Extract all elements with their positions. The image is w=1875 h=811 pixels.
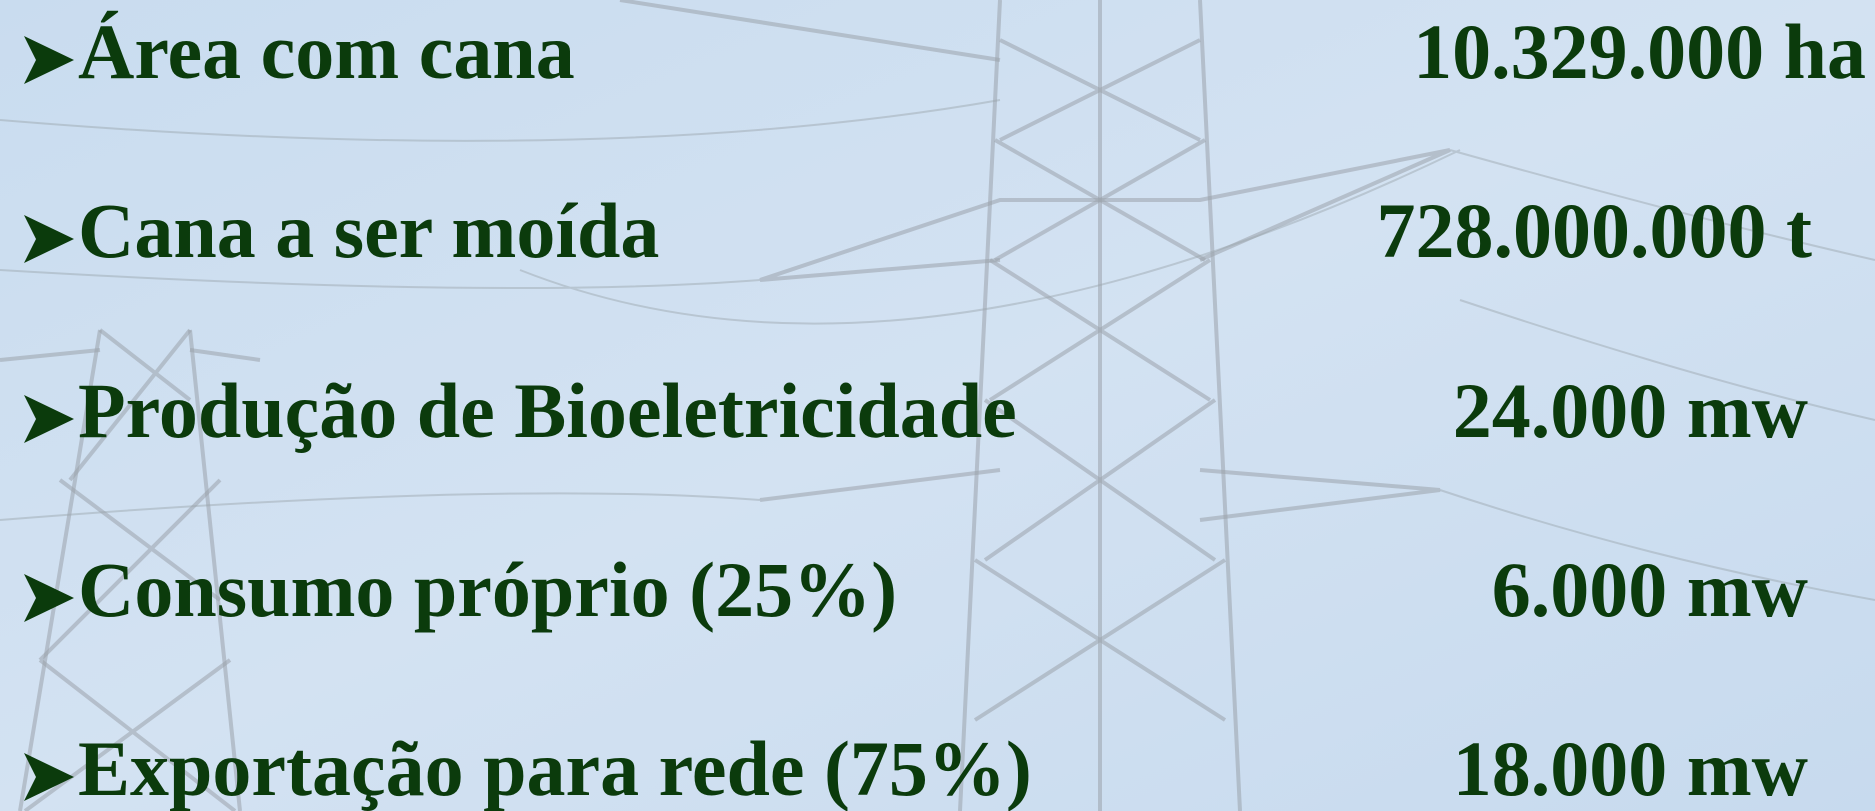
item-label: Área com cana [78, 8, 575, 95]
item-row: Produção de Bioeletricidade 24.000 mw [24, 367, 1808, 454]
item-value: 728.000.000 t [1377, 187, 1813, 274]
item-label: Consumo próprio (25%) [78, 546, 897, 633]
item-value: 10.329.000 ha [1413, 8, 1866, 95]
item-label: Cana a ser moída [78, 187, 659, 274]
item-value: 6.000 mw [1492, 546, 1808, 633]
page: {"items": [ {"label": "Área com cana", "… [0, 0, 1875, 811]
slide: Área com cana 10.329.000 ha Cana a ser moí… [0, 0, 1875, 811]
item-label: Exportação para rede (75%) [78, 725, 1032, 811]
item-value: 18.000 mw [1453, 725, 1808, 811]
item-label: Produção de Bioeletricidade [78, 367, 1017, 454]
item-value: 24.000 mw [1453, 367, 1808, 454]
item-row: Exportação para rede (75%) 18.000 mw [24, 725, 1808, 811]
